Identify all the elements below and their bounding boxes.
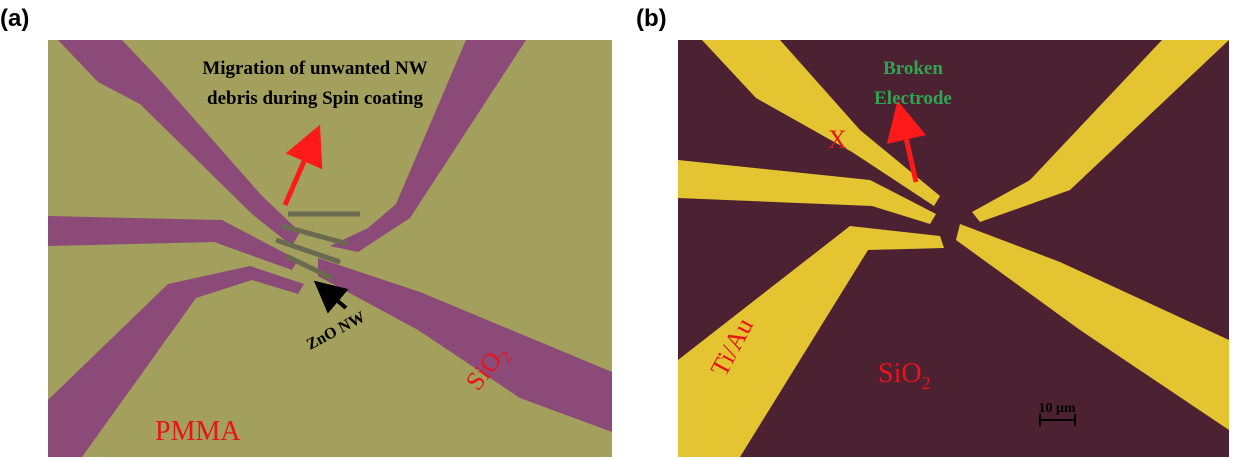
micrograph-b: [678, 40, 1229, 457]
page: (a) Migration of unwanted NW debris duri…: [0, 0, 1234, 459]
scale-bar-label: 10 μm: [1038, 401, 1075, 416]
annotation: debris during Spin coating: [207, 88, 423, 109]
panel-label: (b): [636, 5, 667, 32]
annotation: Electrode: [874, 88, 952, 109]
annotation: Broken: [883, 58, 943, 79]
figure: (a) Migration of unwanted NW debris duri…: [0, 0, 1234, 459]
mark-label: X: [828, 125, 847, 154]
text: SiO: [878, 358, 922, 389]
annotation: Migration of unwanted NW: [202, 58, 427, 79]
subscript: 2: [922, 373, 931, 393]
panel-label: (a): [0, 5, 29, 32]
resist-label: PMMA: [155, 416, 241, 447]
